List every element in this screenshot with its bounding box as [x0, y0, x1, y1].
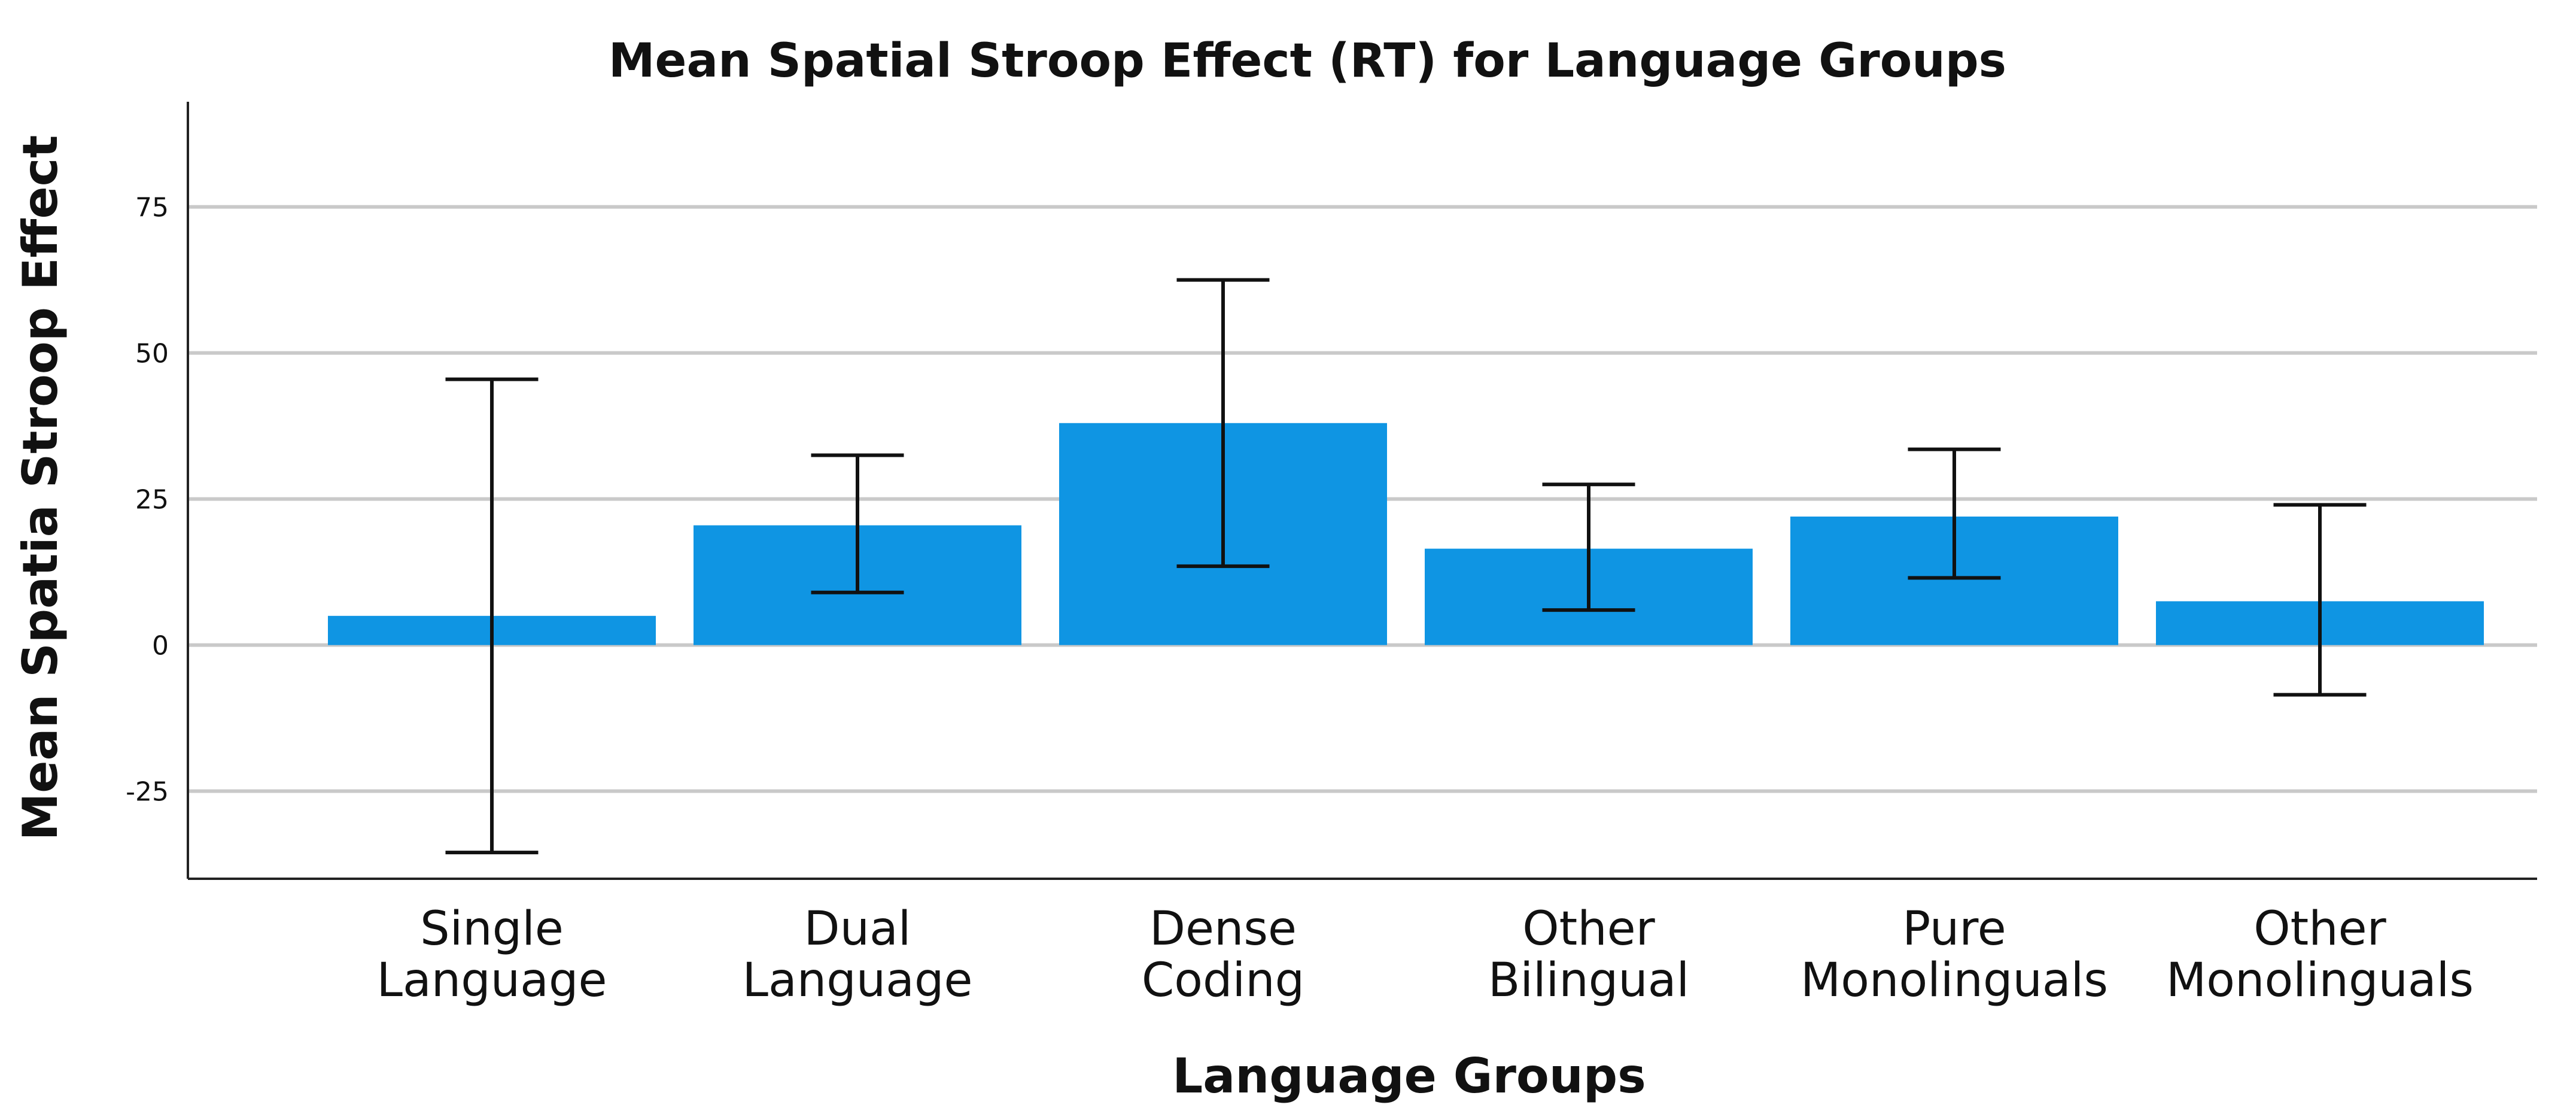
y-tick-label: 50 [135, 339, 169, 369]
y-tick-label: 75 [135, 193, 169, 223]
error-bars [445, 278, 2367, 855]
y-tick-label: 0 [152, 631, 169, 661]
x-tick-label: Single Language [377, 902, 607, 1007]
x-tick-label: Dense Coding [1142, 902, 1304, 1007]
x-axis-title: Language Groups [1172, 1048, 1646, 1104]
error-bar [1542, 482, 1635, 612]
bars [328, 423, 2484, 645]
x-tick-label: Other Bilingual [1488, 902, 1689, 1007]
x-tick-label: Other Monolinguals [2166, 902, 2474, 1007]
y-axis-ticks: -25 0 25 50 75 [126, 193, 169, 808]
y-tick-label: 25 [135, 485, 169, 515]
chart-title: Mean Spatial Stroop Effect (RT) for Lang… [609, 34, 2006, 88]
error-bar [2273, 503, 2367, 697]
error-bar [1176, 278, 1270, 568]
x-axis-categories: Single Language Dual Language Dense Coding Oth… [377, 902, 2474, 1007]
error-bar [811, 453, 904, 594]
x-tick-label: Dual Language [743, 902, 973, 1007]
x-tick-label: Pure Monolinguals [1801, 902, 2108, 1007]
error-bar [445, 377, 539, 855]
y-tick-label: -25 [126, 777, 169, 808]
error-bar [1908, 447, 2001, 580]
y-axis-title: Mean Spatia Stroop Effect [13, 135, 68, 841]
